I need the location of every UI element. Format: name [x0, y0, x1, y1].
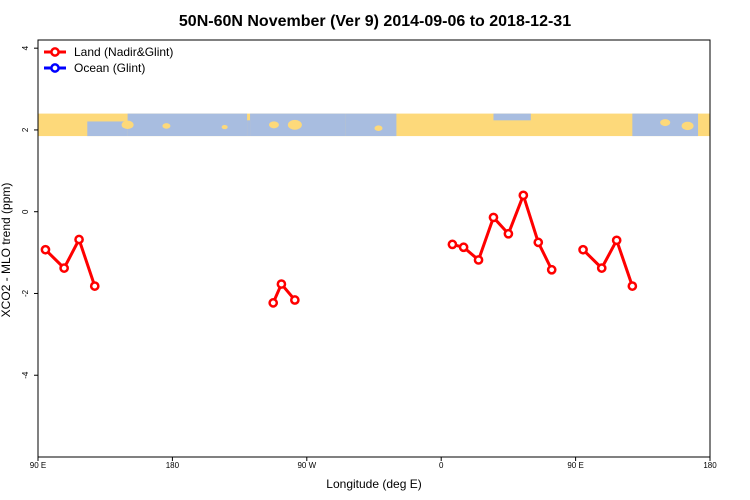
- series-line: [44, 238, 97, 287]
- plot-frame: [37, 39, 711, 458]
- data-point: [488, 212, 499, 223]
- data-point: [596, 263, 607, 273]
- data-point: [611, 235, 622, 246]
- x-tick-label: 0: [439, 461, 444, 470]
- y-tick-label: -4: [21, 371, 30, 379]
- data-point: [578, 244, 588, 255]
- map-strip: [38, 113, 710, 137]
- map-land-patch: [121, 120, 134, 130]
- data-point: [59, 263, 69, 273]
- map-land-patch: [374, 125, 383, 132]
- legend-marker: [50, 63, 60, 73]
- plot-marks: [40, 190, 638, 308]
- y-tick-label: 4: [21, 45, 30, 50]
- map-land-patch: [681, 121, 694, 131]
- map-ocean-patch: [345, 113, 397, 137]
- data-point: [290, 295, 300, 305]
- chart-title: 50N-60N November (Ver 9) 2014-09-06 to 2…: [179, 13, 571, 30]
- data-point: [458, 242, 469, 253]
- x-tick-label: 180: [166, 461, 180, 470]
- data-point: [546, 264, 557, 275]
- data-point: [533, 237, 544, 248]
- legend-label: Land (Nadir&Glint): [74, 45, 173, 59]
- map-ocean-patch: [493, 113, 531, 121]
- x-axis-label: Longitude (deg E): [326, 477, 421, 491]
- x-tick-label: 180: [703, 461, 717, 470]
- map-ocean-patch: [247, 120, 251, 137]
- legend: Land (Nadir&Glint) Ocean (Glint): [44, 45, 173, 75]
- data-point: [268, 298, 279, 308]
- data-point: [89, 281, 100, 291]
- map-ocean-patch: [127, 113, 248, 137]
- map-land-patch: [660, 119, 671, 127]
- x-axis: 90 E 180 90 W 0 90 E 180: [30, 457, 717, 470]
- map-land-patch: [162, 123, 171, 129]
- legend-marker: [50, 47, 60, 57]
- map-land-patch: [268, 121, 279, 129]
- data-point: [473, 255, 484, 265]
- data-point: [74, 234, 84, 245]
- series-line: [582, 238, 634, 287]
- y-tick-label: 2: [21, 127, 30, 132]
- data-point: [276, 279, 287, 289]
- y-tick-label: -2: [21, 289, 30, 297]
- map-land-patch: [221, 124, 228, 130]
- data-point: [518, 190, 529, 201]
- data-point: [447, 239, 458, 250]
- data-point: [503, 228, 514, 239]
- x-tick-label: 90 E: [30, 461, 46, 470]
- y-axis: 4 2 0 -2 -4: [21, 45, 38, 379]
- map-land-patch: [287, 119, 302, 130]
- map-ocean-patch: [87, 121, 128, 137]
- data-point: [40, 244, 51, 255]
- legend-label: Ocean (Glint): [74, 61, 145, 75]
- x-tick-label: 90 E: [567, 461, 583, 470]
- data-point: [627, 281, 638, 291]
- y-tick-label: 0: [21, 209, 30, 214]
- x-tick-label: 90 W: [297, 461, 316, 470]
- y-axis-label: XCO2 - MLO trend (ppm): [0, 183, 13, 318]
- series-line: [452, 193, 554, 271]
